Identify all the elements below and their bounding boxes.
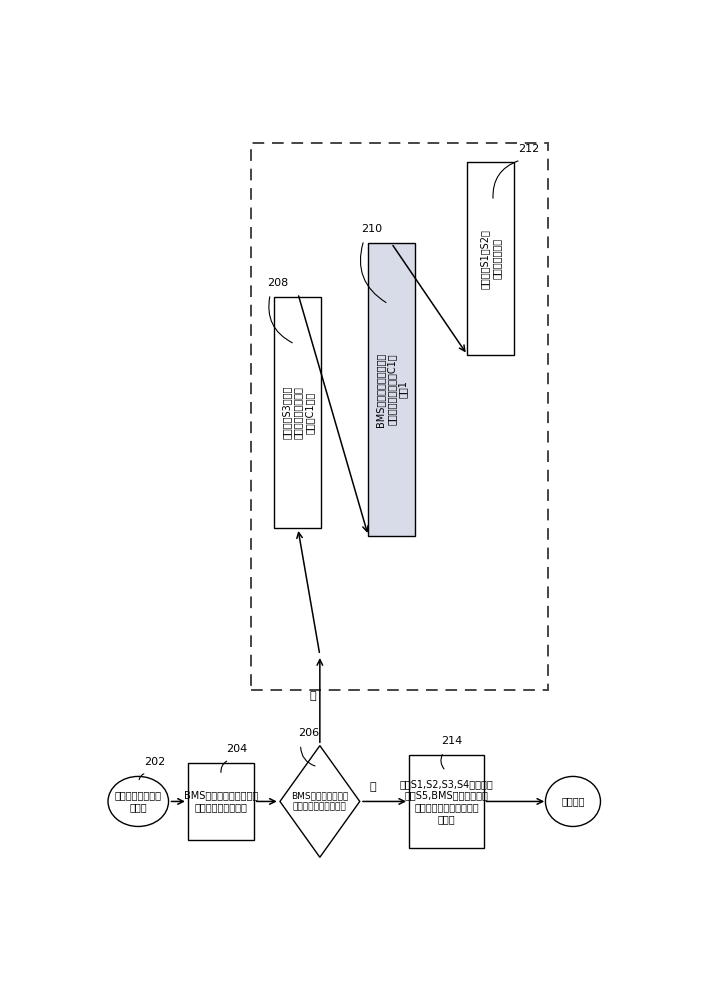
Text: 214: 214 — [441, 736, 462, 746]
Text: BMS与充电机握手辨识、
绝缘检测，配置完成: BMS与充电机握手辨识、 绝缘检测，配置完成 — [184, 791, 258, 812]
Text: BMS持续发送需求电压和
电流，其中电流值为C1的
值减1: BMS持续发送需求电压和 电流，其中电流值为C1的 值减1 — [375, 352, 408, 427]
Text: 208: 208 — [268, 278, 289, 288]
Text: 210: 210 — [361, 224, 382, 234]
Text: 204: 204 — [226, 744, 248, 754]
Ellipse shape — [108, 776, 168, 826]
Text: 闭合S1,S2,S3,S4继电器，
断开S5,BMS持续发送需求
电压和电流给充电机，充
电开始: 闭合S1,S2,S3,S4继电器， 断开S5,BMS持续发送需求 电压和电流给充… — [400, 779, 493, 824]
Text: 充电结束: 充电结束 — [561, 796, 585, 806]
FancyBboxPatch shape — [187, 763, 254, 840]
Text: 206: 206 — [298, 728, 319, 738]
Text: 212: 212 — [518, 144, 539, 154]
Text: 是: 是 — [310, 691, 316, 701]
Ellipse shape — [545, 776, 601, 826]
FancyBboxPatch shape — [275, 297, 321, 528]
Text: 闭合开关S3，加热
回路启动，测量电流
传感器C1的值: 闭合开关S3，加热 回路启动，测量电流 传感器C1的值 — [281, 386, 315, 439]
Text: BMS检测电池温度，
判断是否需要开启加热: BMS检测电池温度， 判断是否需要开启加热 — [291, 792, 349, 811]
FancyBboxPatch shape — [467, 162, 514, 355]
Text: 物理连接完成，上
电匹配: 物理连接完成，上 电匹配 — [115, 791, 162, 812]
FancyBboxPatch shape — [409, 755, 484, 848]
Text: 202: 202 — [143, 757, 165, 767]
Text: 闭合开关S1、S2，
充电机开始输出: 闭合开关S1、S2， 充电机开始输出 — [480, 229, 501, 289]
Text: 否: 否 — [369, 782, 376, 792]
FancyBboxPatch shape — [368, 243, 415, 536]
Polygon shape — [280, 746, 360, 857]
